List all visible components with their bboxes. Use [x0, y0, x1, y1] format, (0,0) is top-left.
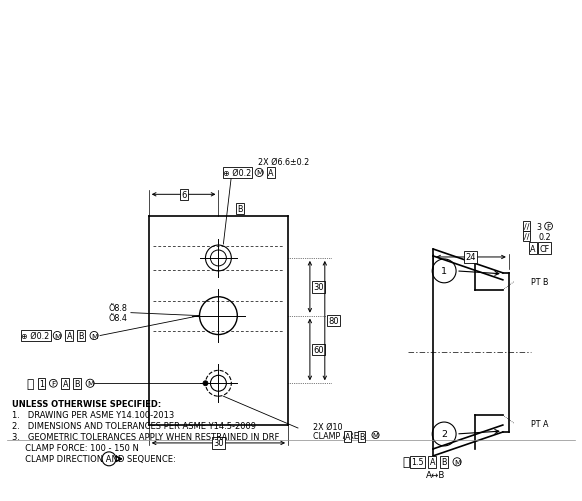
- Text: Ö8.4: Ö8.4: [108, 314, 127, 323]
- Text: ∕∕: ∕∕: [524, 232, 530, 241]
- Text: B: B: [359, 432, 364, 441]
- Text: M: M: [91, 333, 97, 339]
- Text: 1.   DRAWING PER ASME Y14.100-2013: 1. DRAWING PER ASME Y14.100-2013: [12, 410, 174, 419]
- Text: CLAMP AREA: CLAMP AREA: [313, 431, 364, 440]
- Text: 1.5: 1.5: [411, 457, 424, 466]
- Text: 24: 24: [466, 253, 476, 262]
- Text: M: M: [54, 333, 61, 339]
- Text: A: A: [345, 432, 350, 441]
- Text: 3: 3: [537, 222, 542, 231]
- Text: B: B: [79, 331, 84, 340]
- Text: ⊕ Ø0.2: ⊕ Ø0.2: [22, 331, 49, 340]
- Text: 60: 60: [314, 345, 324, 354]
- Text: A: A: [530, 244, 535, 253]
- Text: F: F: [546, 223, 551, 229]
- Text: 2: 2: [441, 430, 447, 438]
- Text: M: M: [372, 432, 378, 438]
- Text: 3.   GEOMETRIC TOLERANCES APPLY WHEN RESTRAINED IN DRF: 3. GEOMETRIC TOLERANCES APPLY WHEN RESTR…: [12, 432, 279, 441]
- Text: A: A: [430, 457, 435, 466]
- Text: ⊕ Ø0.2: ⊕ Ø0.2: [223, 169, 251, 177]
- Text: A: A: [268, 169, 274, 177]
- Text: 30: 30: [213, 438, 223, 447]
- Text: A: A: [62, 379, 68, 388]
- Text: 30: 30: [314, 283, 324, 292]
- Text: 2X Ø6.6±0.2: 2X Ø6.6±0.2: [258, 158, 310, 167]
- Text: M: M: [256, 170, 262, 176]
- Text: 1: 1: [39, 379, 44, 388]
- Text: Ö8.8: Ö8.8: [108, 304, 127, 313]
- Text: F: F: [51, 380, 55, 386]
- Text: PT B: PT B: [531, 278, 548, 287]
- Text: ⌢: ⌢: [26, 377, 33, 390]
- Text: 0.2: 0.2: [538, 232, 551, 241]
- Text: A↔B: A↔B: [425, 470, 445, 479]
- Text: 2X Ø10: 2X Ø10: [313, 422, 342, 431]
- Text: CLAMP DIRECTION AND SEQUENCE:: CLAMP DIRECTION AND SEQUENCE:: [12, 454, 175, 463]
- Text: 80: 80: [328, 317, 339, 326]
- Text: UNLESS OTHERWISE SPECIFIED:: UNLESS OTHERWISE SPECIFIED:: [12, 399, 161, 408]
- Text: PT A: PT A: [531, 419, 548, 428]
- Text: CLAMP FORCE: 100 - 150 N: CLAMP FORCE: 100 - 150 N: [12, 443, 139, 452]
- Text: 2.   DIMENSIONS AND TOLERANCES PER ASME Y14.5-2009: 2. DIMENSIONS AND TOLERANCES PER ASME Y1…: [12, 421, 255, 430]
- Text: ⌢: ⌢: [402, 455, 409, 468]
- Text: A: A: [66, 331, 72, 340]
- Text: B: B: [237, 204, 243, 213]
- Text: B: B: [441, 457, 447, 466]
- Text: 1: 1: [441, 267, 447, 276]
- Text: M: M: [454, 459, 460, 465]
- Text: M: M: [87, 380, 93, 386]
- Text: 6: 6: [181, 190, 186, 199]
- Circle shape: [203, 381, 208, 386]
- Text: CF: CF: [540, 244, 549, 253]
- Text: B: B: [74, 379, 80, 388]
- Text: ∕∕: ∕∕: [524, 222, 530, 231]
